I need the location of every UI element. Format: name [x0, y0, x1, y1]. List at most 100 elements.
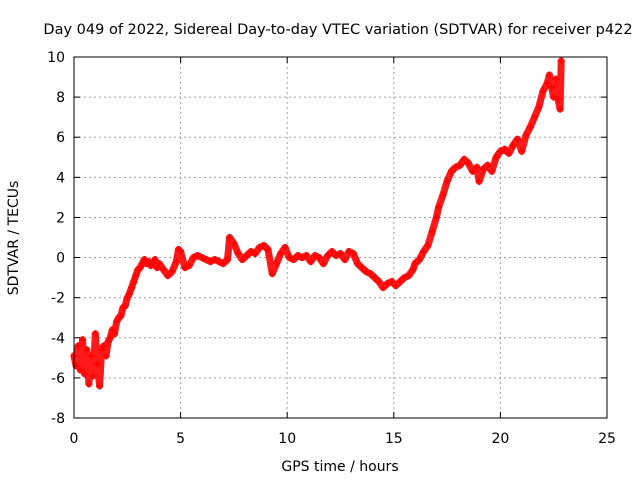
data-point — [424, 242, 432, 250]
data-point — [185, 262, 193, 270]
data-point — [509, 141, 517, 149]
data-point — [125, 290, 133, 298]
data-point — [145, 258, 153, 266]
data-point — [332, 252, 340, 260]
series-band — [70, 57, 565, 390]
data-point — [543, 79, 551, 87]
data-point — [388, 278, 396, 286]
data-point — [475, 177, 483, 185]
data-point — [298, 254, 306, 262]
data-point — [238, 256, 246, 264]
data-point — [405, 272, 413, 280]
data-point — [215, 258, 223, 266]
data-point — [400, 274, 408, 282]
x-tick-label: 0 — [70, 431, 79, 447]
data-point — [366, 270, 374, 278]
data-point — [545, 71, 553, 79]
data-point — [556, 105, 564, 113]
y-tick-label: 0 — [56, 251, 65, 267]
data-point — [501, 145, 509, 153]
data-point — [132, 272, 140, 280]
y-tick-label: 8 — [56, 90, 65, 106]
data-point — [277, 250, 285, 258]
data-point — [234, 250, 242, 258]
chart-title: Day 049 of 2022, Sidereal Day-to-day VTE… — [43, 22, 632, 38]
data-point — [202, 256, 210, 264]
data-point — [128, 284, 136, 292]
data-point — [392, 282, 400, 290]
data-point — [74, 342, 82, 350]
axis-ticks: 0 5 10 15 20 25 -8 -6 -4 -2 0 2 4 6 8 10 — [47, 50, 616, 447]
data-point — [518, 147, 526, 155]
data-point — [345, 248, 353, 256]
data-point — [206, 258, 214, 266]
data-point — [311, 252, 319, 260]
data-point — [383, 280, 391, 288]
data-point — [243, 252, 251, 260]
data-point — [189, 254, 197, 262]
data-point — [375, 278, 383, 286]
data-point — [91, 330, 99, 338]
data-point — [155, 260, 163, 268]
data-point — [526, 123, 534, 131]
data-point — [113, 318, 121, 326]
data-point — [505, 149, 513, 157]
data-point — [117, 312, 125, 320]
y-tick-label: -4 — [51, 331, 65, 347]
data-point — [247, 248, 255, 256]
data-series — [70, 57, 565, 390]
data-point — [479, 165, 487, 173]
data-point — [496, 147, 504, 155]
x-tick-label: 5 — [176, 431, 185, 447]
data-point — [219, 260, 227, 268]
data-point — [281, 244, 289, 252]
data-point — [106, 334, 114, 342]
data-point — [341, 256, 349, 264]
data-point — [488, 167, 496, 175]
data-point — [268, 270, 276, 278]
data-point — [319, 260, 327, 268]
data-point — [285, 254, 293, 262]
data-point — [484, 161, 492, 169]
data-point — [443, 177, 451, 185]
data-point — [294, 252, 302, 260]
data-point — [194, 252, 202, 260]
data-point — [96, 382, 104, 390]
x-tick-label: 25 — [598, 431, 616, 447]
data-point — [104, 338, 112, 346]
data-point — [409, 266, 417, 274]
data-point — [428, 227, 436, 235]
y-tick-label: 6 — [56, 130, 65, 146]
y-tick-label: 10 — [47, 50, 65, 66]
data-point — [168, 268, 176, 276]
y-tick-label: -2 — [51, 291, 65, 307]
data-point — [290, 256, 298, 264]
data-point — [557, 57, 565, 65]
data-point — [81, 370, 89, 378]
x-axis-label: GPS time / hours — [281, 459, 398, 475]
data-point — [121, 302, 129, 310]
data-point — [324, 252, 332, 260]
data-point — [302, 252, 310, 260]
data-point — [337, 250, 344, 258]
data-point — [460, 155, 468, 163]
data-point — [140, 256, 148, 264]
data-point — [522, 131, 530, 139]
y-tick-label: -8 — [51, 411, 65, 427]
data-point — [349, 250, 357, 258]
data-point — [226, 234, 234, 241]
y-tick-label: 4 — [56, 170, 65, 186]
data-point — [160, 266, 168, 274]
plot-frame — [73, 56, 608, 419]
data-point — [439, 191, 447, 199]
data-point — [550, 93, 558, 101]
data-point — [469, 167, 477, 175]
data-point — [535, 103, 543, 111]
data-point — [108, 326, 116, 334]
y-tick-label: -6 — [51, 371, 65, 387]
data-point — [93, 360, 101, 368]
data-point — [79, 336, 87, 344]
data-point — [83, 346, 91, 354]
data-point — [111, 330, 119, 338]
